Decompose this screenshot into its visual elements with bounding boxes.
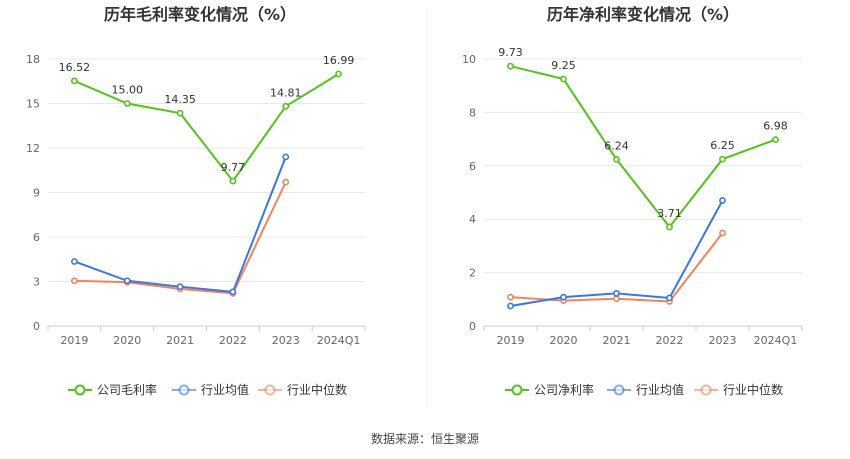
data-point-median[interactable] [507, 293, 514, 301]
data-point-company[interactable] [335, 70, 342, 78]
data-point-average[interactable] [507, 302, 514, 310]
x-tick-label: 2019 [60, 334, 88, 347]
y-tick-label: 8 [469, 106, 476, 119]
y-tick-label: 4 [469, 213, 476, 226]
legend-item-company[interactable]: 公司净利率 [505, 382, 594, 397]
data-point-company[interactable] [123, 100, 131, 107]
legend-swatch-marker [264, 384, 276, 396]
data-label: 6.24 [604, 139, 629, 152]
chart-title: 历年毛利率变化情况（%） [104, 5, 296, 24]
y-tick-label: 10 [462, 53, 476, 66]
data-point-company[interactable] [719, 155, 726, 163]
data-point-average[interactable] [229, 288, 237, 296]
legend-label: 行业均值 [201, 382, 249, 397]
x-tick-label: 2021 [603, 334, 631, 347]
legend-item-median[interactable]: 行业中位数 [258, 382, 347, 397]
data-point-company[interactable] [613, 155, 620, 163]
data-point-average[interactable] [282, 153, 290, 161]
data-label: 16.52 [59, 61, 91, 74]
data-point-average[interactable] [613, 290, 620, 297]
x-tick-label: 2021 [166, 334, 194, 347]
y-tick-label: 0 [469, 320, 476, 333]
source-note: 数据来源：恒生聚源 [371, 431, 479, 446]
legend-swatch-marker [613, 384, 625, 396]
data-label: 14.81 [270, 86, 302, 99]
y-tick-label: 18 [26, 53, 40, 66]
data-point-median[interactable] [613, 295, 620, 303]
series-line-company [510, 65, 776, 229]
x-tick-label: 2023 [272, 334, 300, 347]
data-label: 3.71 [657, 207, 682, 220]
legend-swatch-marker [74, 384, 86, 396]
data-point-company[interactable] [282, 102, 290, 110]
legend-label: 行业中位数 [723, 382, 783, 397]
y-tick-label: 3 [33, 276, 40, 289]
data-point-median[interactable] [71, 277, 78, 285]
legend-item-median[interactable]: 行业中位数 [694, 382, 783, 397]
x-tick-label: 2020 [550, 334, 578, 347]
data-label: 15.00 [112, 84, 144, 97]
data-point-company[interactable] [229, 177, 237, 185]
data-point-company[interactable] [772, 136, 779, 144]
data-point-average[interactable] [71, 258, 78, 265]
data-label: 9.25 [551, 59, 576, 72]
y-tick-label: 6 [469, 160, 476, 173]
data-point-company[interactable] [666, 223, 673, 231]
x-tick-label: 2019 [497, 334, 525, 347]
x-tick-label: 2023 [709, 334, 737, 347]
legend-label: 行业均值 [636, 382, 684, 397]
legend-label: 公司净利率 [534, 382, 594, 397]
x-tick-label: 2024Q1 [754, 334, 798, 347]
data-point-average[interactable] [560, 293, 567, 301]
y-tick-label: 2 [469, 267, 476, 280]
x-tick-label: 2024Q1 [317, 334, 361, 347]
gross-margin-chart: 历年毛利率变化情况（%） 0 3 6 9 12 15 18 2019 2020 2021 2022 20… [26, 5, 366, 397]
data-point-average[interactable] [719, 197, 726, 204]
data-point-average[interactable] [666, 294, 673, 302]
data-label: 16.99 [323, 54, 355, 67]
y-tick-label: 9 [33, 187, 40, 200]
legend-item-average[interactable]: 行业均值 [172, 382, 249, 397]
x-tick-label: 2020 [113, 334, 141, 347]
data-label: 9.77 [221, 161, 246, 174]
y-tick-label: 15 [26, 98, 40, 111]
data-point-average[interactable] [123, 277, 131, 285]
x-tick-label: 2022 [656, 334, 684, 347]
legend-swatch-marker [178, 384, 190, 396]
data-point-median[interactable] [282, 178, 290, 186]
data-label: 14.35 [164, 93, 196, 106]
data-label: 9.73 [498, 46, 523, 59]
data-label: 6.98 [763, 120, 788, 133]
data-point-company[interactable] [71, 77, 78, 85]
y-tick-label: 6 [33, 231, 40, 244]
chart-title: 历年净利率变化情况（%） [547, 5, 739, 24]
y-tick-label: 12 [26, 142, 40, 155]
y-tick-label: 0 [33, 320, 40, 333]
legend-swatch-marker [700, 384, 712, 396]
data-point-median[interactable] [719, 229, 726, 237]
legend-label: 行业中位数 [287, 382, 347, 397]
data-point-company[interactable] [507, 62, 514, 70]
data-point-company[interactable] [560, 75, 567, 83]
x-tick-label: 2022 [219, 334, 247, 347]
series-line-company [74, 73, 340, 183]
legend-item-average[interactable]: 行业均值 [607, 382, 684, 397]
series-line-average [74, 156, 287, 293]
legend-item-company[interactable]: 公司毛利率 [68, 382, 157, 397]
data-point-company[interactable] [176, 109, 184, 117]
data-point-average[interactable] [176, 283, 184, 291]
legend-label: 公司毛利率 [97, 382, 157, 397]
data-label: 6.25 [710, 139, 735, 152]
net-margin-chart: 历年净利率变化情况（%） 0 2 4 6 8 10 2019 2020 2021 2022 2023 2… [462, 5, 803, 397]
legend-swatch-marker [511, 384, 523, 396]
